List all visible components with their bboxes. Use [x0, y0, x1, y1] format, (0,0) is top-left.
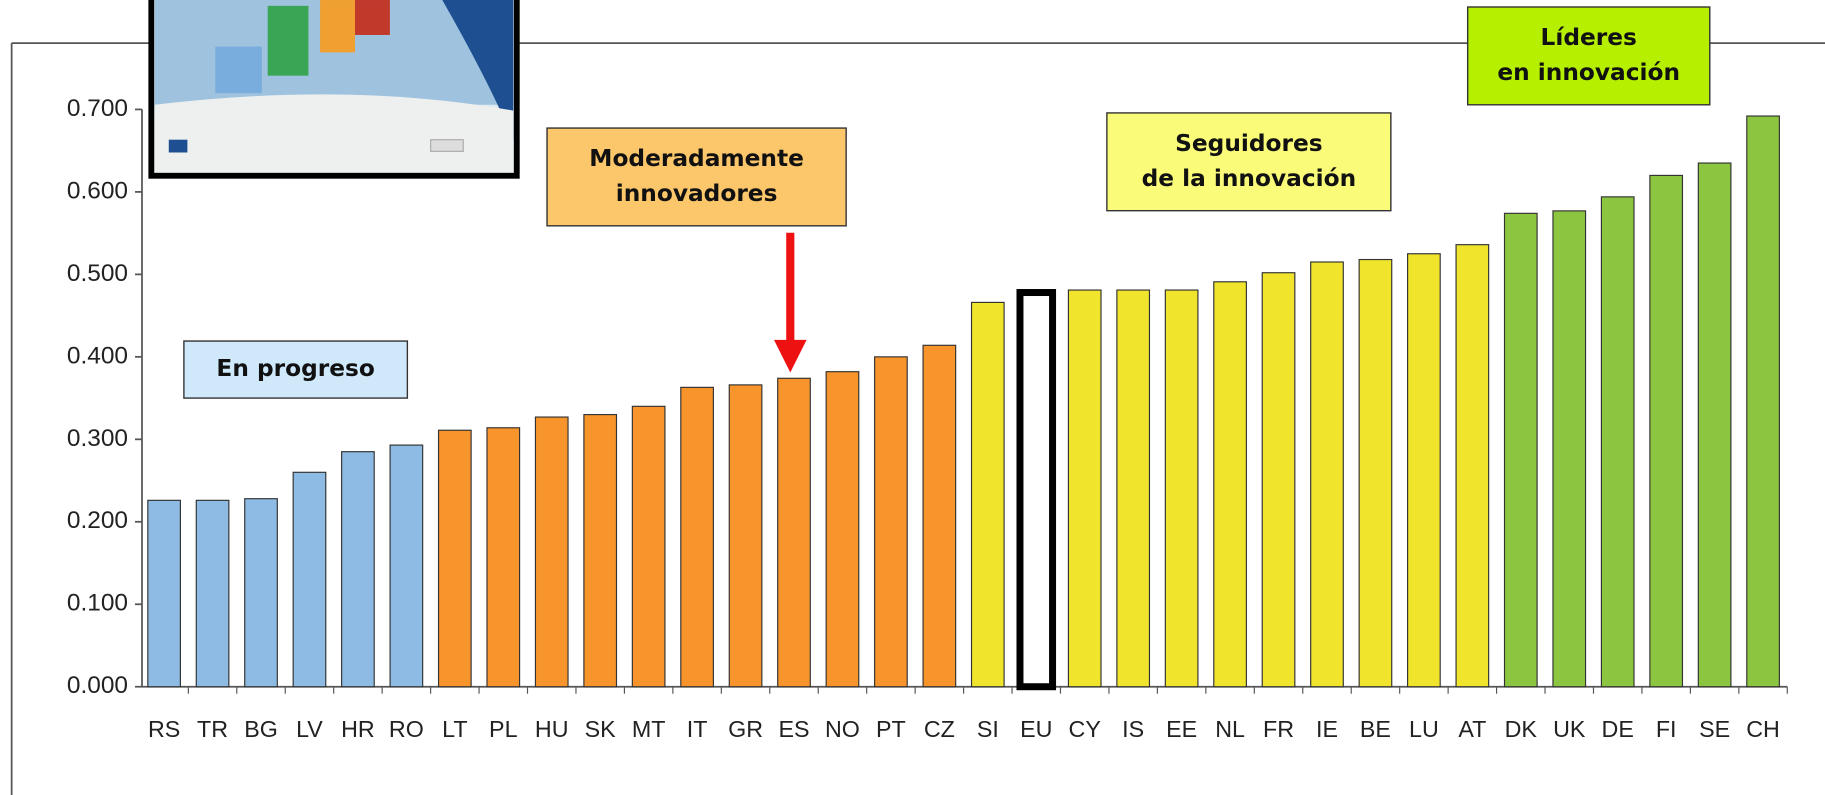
x-tick-label: ES [778, 716, 809, 742]
x-tick-label: RO [389, 716, 424, 742]
annotation-box [546, 127, 847, 227]
bar [1213, 281, 1247, 688]
annotation-text: innovadores [616, 180, 778, 207]
x-tick-label: HR [341, 716, 375, 742]
y-tick-label: 0.500 [67, 260, 128, 287]
bar [728, 384, 763, 688]
bar [244, 498, 278, 688]
x-tick-label: DK [1505, 716, 1538, 742]
x-tick-label: CH [1746, 716, 1780, 742]
x-tick-label: PT [876, 716, 906, 742]
y-tick-label: 0.000 [67, 672, 128, 699]
annotation-text: de la innovación [1142, 165, 1357, 192]
bar [1261, 272, 1296, 688]
bar [1016, 289, 1057, 691]
y-tick-label: 0.100 [67, 590, 128, 617]
x-tick-label: DE [1602, 716, 1634, 742]
bar [777, 377, 811, 688]
bar [1116, 289, 1151, 688]
bar [1503, 212, 1538, 688]
bar [631, 405, 666, 688]
annotation-box [183, 340, 409, 399]
x-tick-label: FR [1263, 716, 1294, 742]
bar [195, 499, 230, 688]
x-tick-label: UK [1553, 716, 1586, 742]
bar [1407, 253, 1441, 688]
x-tick-label: CZ [924, 716, 955, 742]
bar [922, 344, 957, 688]
x-tick-label: IS [1122, 716, 1144, 742]
x-tick-label: IT [687, 716, 708, 742]
annotation-text: en innovación [1497, 59, 1680, 86]
x-tick-label: RS [148, 716, 180, 742]
bar [1697, 162, 1732, 688]
x-tick-label: BE [1360, 716, 1391, 742]
x-tick-label: SI [977, 716, 999, 742]
bar [1358, 258, 1393, 688]
x-tick-label: BG [244, 716, 278, 742]
bar [874, 356, 908, 688]
bar [970, 301, 1005, 688]
x-tick-label: TR [197, 716, 228, 742]
bar [1746, 115, 1780, 688]
annotation-box [1466, 6, 1711, 106]
bar [437, 429, 472, 688]
bar [1310, 261, 1344, 688]
x-tick-label: SE [1699, 716, 1730, 742]
bar [292, 471, 327, 688]
bar [680, 386, 714, 688]
x-tick-label: IE [1316, 716, 1338, 742]
bar [1164, 289, 1199, 688]
x-tick-label: SK [585, 716, 617, 742]
y-tick-label: 0.700 [67, 95, 128, 122]
annotation-text: En progreso [216, 355, 374, 382]
bar [1455, 244, 1490, 688]
bar [486, 427, 521, 688]
bar [825, 371, 860, 688]
x-tick-label: FI [1656, 716, 1677, 742]
x-tick-label: LU [1409, 716, 1439, 742]
annotation-text: Moderadamente [589, 145, 804, 172]
annotation-box [1106, 112, 1392, 212]
y-tick-label: 0.400 [67, 342, 128, 369]
bar [1649, 174, 1684, 688]
bar [1552, 210, 1587, 688]
bar [534, 416, 569, 688]
x-tick-label: LV [296, 716, 323, 742]
bar [389, 444, 424, 688]
y-tick-label: 0.300 [67, 425, 128, 452]
bar [1067, 289, 1102, 688]
y-tick-label: 0.200 [67, 507, 128, 534]
arrow-head [773, 339, 807, 373]
bar [1600, 196, 1635, 688]
y-tick-label: 0.600 [67, 177, 128, 204]
annotation-text: Seguidores [1175, 130, 1322, 157]
x-tick-label: AT [1458, 716, 1486, 742]
annotation-text: Líderes [1541, 24, 1637, 51]
x-tick-label: HU [535, 716, 569, 742]
x-tick-label: NO [825, 716, 860, 742]
x-tick-label: EU [1020, 716, 1052, 742]
bar [583, 413, 618, 688]
bar [341, 451, 375, 688]
x-tick-label: CY [1069, 716, 1101, 742]
bar [147, 499, 181, 688]
x-tick-label: LT [442, 716, 467, 742]
x-tick-label: NL [1215, 716, 1245, 742]
x-tick-label: EE [1166, 716, 1197, 742]
x-tick-label: MT [632, 716, 666, 742]
x-tick-label: PL [489, 716, 518, 742]
x-tick-label: GR [728, 716, 763, 742]
report-cover [148, 0, 520, 179]
